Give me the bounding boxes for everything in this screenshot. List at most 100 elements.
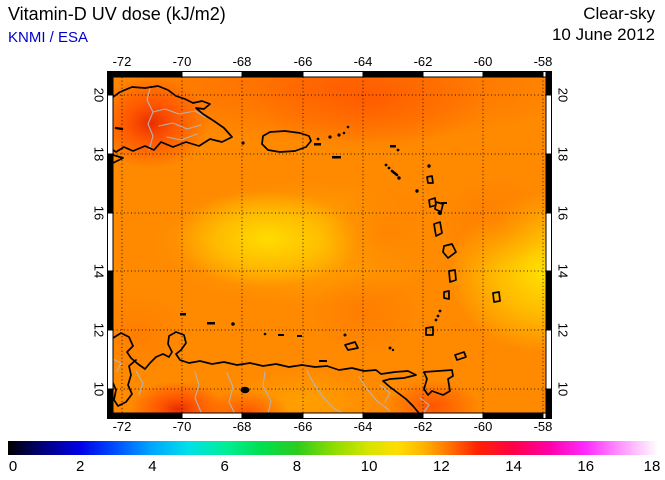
saba-island: [384, 163, 388, 167]
lake-valencia: [240, 386, 250, 394]
anegada-island: [346, 125, 350, 129]
los-testigos-1: [388, 346, 392, 350]
antigua-island: [426, 175, 434, 184]
page-title: Vitamin-D UV dose (kJ/m2): [8, 4, 226, 24]
st-eustatius-island: [387, 166, 391, 170]
map-plot-svg: [107, 71, 552, 419]
south-america-coastline: [113, 331, 420, 413]
los-roques-islands: [278, 334, 284, 336]
tobago-island: [454, 351, 467, 361]
dominica-island: [433, 221, 443, 237]
virgin-gorda-island: [342, 131, 346, 135]
lat-tick-label-right-12: 12: [555, 322, 571, 338]
lat-tick-label-left-18: 18: [91, 146, 107, 162]
puerto-rico-coastline: [261, 130, 312, 153]
lon-tick-label-top--68: -68: [232, 54, 252, 69]
lat-tick-label-left-10: 10: [91, 381, 107, 397]
sa-river-1: [194, 371, 202, 413]
grenada-island: [425, 326, 434, 336]
haiti-dr-border: [146, 87, 154, 151]
colorbar-tick-label-8: 8: [292, 458, 302, 475]
nevis-island: [397, 176, 401, 180]
lon-tick-label-top--58: -58: [533, 54, 553, 69]
lon-tick-label-bottom--66: -66: [293, 419, 313, 434]
barbuda-island: [427, 164, 431, 168]
lon-tick-label-top--62: -62: [413, 54, 433, 69]
lon-tick-label-top--66: -66: [293, 54, 313, 69]
mona-island: [241, 141, 245, 145]
los-testigos-2: [391, 348, 395, 352]
colorbar-tick-label-12: 12: [432, 458, 450, 475]
lon-tick-label-bottom--70: -70: [172, 419, 192, 434]
la-blanquilla-island: [343, 333, 347, 337]
grenadines-2: [436, 314, 440, 318]
culebra-island: [316, 137, 320, 141]
la-tortuga-island: [319, 360, 327, 362]
lon-tick-label-bottom--72: -72: [112, 419, 132, 434]
vieques-island: [314, 143, 321, 146]
condition-label: Clear-sky: [583, 4, 655, 23]
desirade-island: [441, 202, 447, 204]
haiti-south-peninsula: [113, 154, 124, 164]
martinique-island: [442, 243, 457, 259]
bonaire-island: [231, 322, 235, 326]
marie-galante-island: [438, 211, 442, 215]
colorbar-tick-label-18: 18: [643, 458, 661, 475]
small-islands: [180, 125, 447, 394]
trinidad-coastline: [423, 369, 454, 396]
las-aves-islands: [263, 332, 267, 336]
lake-maracaibo: [113, 359, 137, 407]
gonave-island: [114, 126, 124, 131]
coastlines: [113, 85, 501, 413]
lat-tick-label-right-18: 18: [555, 146, 571, 162]
lon-tick-label-bottom--62: -62: [413, 419, 433, 434]
lon-tick-label-bottom--68: -68: [232, 419, 252, 434]
lat-tick-label-right-10: 10: [555, 381, 571, 397]
colorbar-tick-label-16: 16: [577, 458, 595, 475]
st-kitts-island: [390, 169, 399, 177]
orinoco-river: [306, 370, 344, 413]
grenadines-3: [434, 318, 438, 322]
st-lucia-island: [448, 269, 457, 283]
st-thomas-island: [328, 135, 332, 139]
lat-tick-label-right-16: 16: [555, 205, 571, 221]
lat-tick-label-left-16: 16: [91, 205, 107, 221]
lat-tick-label-left-12: 12: [91, 322, 107, 338]
st-vincent-island: [443, 290, 450, 300]
colorbar-tick-label-10: 10: [360, 458, 378, 475]
colorbar-tick-label-0: 0: [8, 458, 18, 475]
lon-tick-label-bottom--58: -58: [533, 419, 553, 434]
lon-tick-label-top--72: -72: [112, 54, 132, 69]
lon-tick-label-bottom--60: -60: [473, 419, 493, 434]
frame-ticks: [107, 71, 552, 419]
colorbar-tick-label-2: 2: [76, 458, 85, 475]
colorbar-tick-label-4: 4: [148, 458, 157, 475]
st-martin-island: [390, 145, 396, 148]
credit-label: KNMI / ESA: [8, 29, 89, 46]
map-figure: [107, 71, 552, 419]
montserrat-island: [415, 189, 419, 193]
lon-tick-label-top--60: -60: [473, 54, 493, 69]
hispaniola-coastline: [113, 85, 233, 153]
st-croix-island: [332, 156, 341, 159]
lon-tick-label-bottom--64: -64: [353, 419, 373, 434]
st-barth-island: [396, 148, 400, 152]
lat-tick-label-right-20: 20: [555, 87, 571, 103]
margarita-island: [344, 341, 359, 351]
colorbar-gradient: [8, 441, 658, 455]
colorbar-tick-label-14: 14: [505, 458, 522, 475]
lon-tick-label-top--64: -64: [353, 54, 373, 69]
lon-tick-label-top--70: -70: [172, 54, 192, 69]
colorbar-tick-label-6: 6: [220, 458, 229, 475]
graticule-grid: [113, 77, 546, 413]
la-orchila-island: [297, 335, 302, 337]
sa-river-2: [226, 372, 236, 413]
lat-tick-label-left-20: 20: [91, 87, 107, 103]
curacao-island: [207, 322, 215, 325]
tortola-island: [337, 133, 341, 137]
lat-tick-label-right-14: 14: [555, 263, 571, 279]
borders-rivers: [113, 87, 430, 413]
date-label: 10 June 2012: [551, 25, 655, 44]
hispaniola-rivers: [152, 108, 206, 118]
